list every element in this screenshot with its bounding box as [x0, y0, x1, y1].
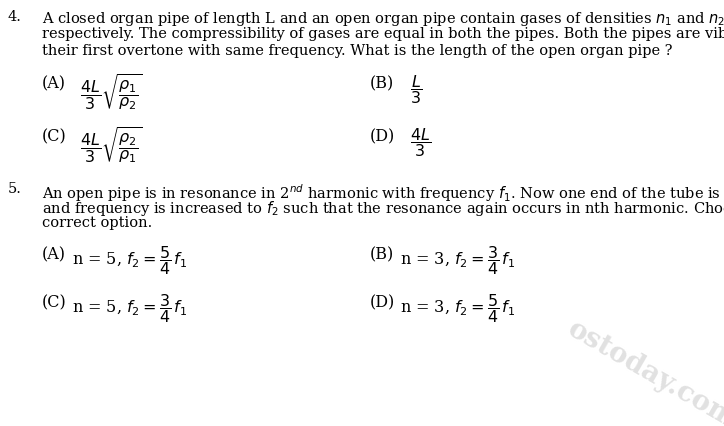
Text: An open pipe is in resonance in 2$^{nd}$ harmonic with frequency $f_1$. Now one : An open pipe is in resonance in 2$^{nd}$…: [42, 182, 724, 204]
Text: $\dfrac{4L}{3}$: $\dfrac{4L}{3}$: [410, 126, 431, 159]
Text: A closed organ pipe of length L and an open organ pipe contain gases of densitie: A closed organ pipe of length L and an o…: [42, 10, 724, 28]
Text: their first overtone with same frequency. What is the length of the open organ p: their first overtone with same frequency…: [42, 44, 673, 58]
Text: n = 3, $f_2 = \dfrac{3}{4}\,f_1$: n = 3, $f_2 = \dfrac{3}{4}\,f_1$: [400, 244, 515, 277]
Text: $\dfrac{4L}{3}\sqrt{\dfrac{\rho_1}{\rho_2}}$: $\dfrac{4L}{3}\sqrt{\dfrac{\rho_1}{\rho_…: [80, 73, 142, 113]
Text: $\dfrac{L}{3}$: $\dfrac{L}{3}$: [410, 73, 422, 106]
Text: 5.: 5.: [8, 182, 22, 196]
Text: and frequency is increased to $f_2$ such that the resonance again occurs in nth : and frequency is increased to $f_2$ such…: [42, 199, 724, 218]
Text: 4.: 4.: [8, 10, 22, 24]
Text: n = 3, $f_2 = \dfrac{5}{4}\,f_1$: n = 3, $f_2 = \dfrac{5}{4}\,f_1$: [400, 292, 515, 325]
Text: (C): (C): [42, 294, 67, 311]
Text: (D): (D): [370, 294, 395, 311]
Text: n = 5, $f_2 = \dfrac{3}{4}\,f_1$: n = 5, $f_2 = \dfrac{3}{4}\,f_1$: [72, 292, 188, 325]
Text: (A): (A): [42, 246, 66, 263]
Text: (C): (C): [42, 128, 67, 145]
Text: (D): (D): [370, 128, 395, 145]
Text: (B): (B): [370, 246, 395, 263]
Text: (B): (B): [370, 75, 395, 92]
Text: respectively. The compressibility of gases are equal in both the pipes. Both the: respectively. The compressibility of gas…: [42, 27, 724, 41]
Text: correct option.: correct option.: [42, 216, 152, 230]
Text: n = 5, $f_2 = \dfrac{5}{4}\,f_1$: n = 5, $f_2 = \dfrac{5}{4}\,f_1$: [72, 244, 188, 277]
Text: ostoday.com: ostoday.com: [563, 316, 724, 426]
Text: (A): (A): [42, 75, 66, 92]
Text: $\dfrac{4L}{3}\sqrt{\dfrac{\rho_2}{\rho_1}}$: $\dfrac{4L}{3}\sqrt{\dfrac{\rho_2}{\rho_…: [80, 126, 142, 166]
